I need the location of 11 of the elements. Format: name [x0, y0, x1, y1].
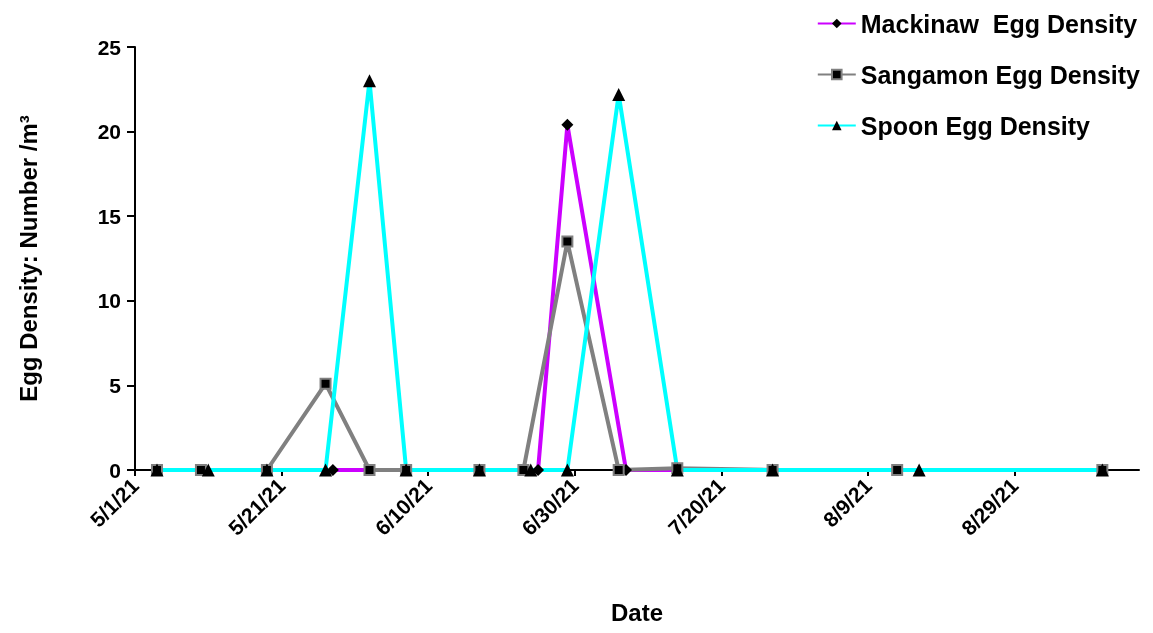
y-tick-label: 25	[97, 35, 122, 59]
y-tick-label: 20	[97, 120, 121, 144]
y-tick-label: 15	[97, 204, 122, 228]
x-axis-title: Date	[610, 598, 664, 626]
y-tick-label: 5	[109, 373, 122, 397]
legend-label: Spoon Egg Density	[860, 111, 1091, 140]
legend-label: Sangamon Egg Density	[860, 60, 1141, 89]
y-tick-label: 10	[97, 289, 121, 313]
y-tick-label: 0	[109, 458, 121, 482]
legend-label: Mackinaw Egg Density	[860, 9, 1138, 38]
y-axis-title: Egg Density: Number /m³	[14, 115, 42, 402]
